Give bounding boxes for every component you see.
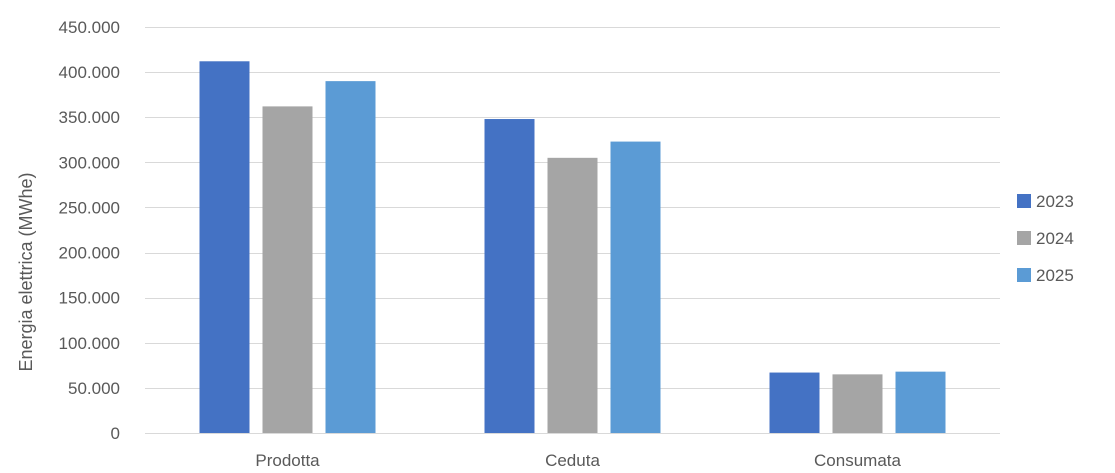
y-tick-label: 0 <box>111 424 120 443</box>
bar-ceduta-2024 <box>547 157 598 434</box>
bar-prodotta-2025 <box>325 81 376 433</box>
legend-swatch <box>1017 268 1031 282</box>
x-tick-label: Prodotta <box>255 451 320 470</box>
bars <box>199 61 946 434</box>
y-tick-label: 50.000 <box>68 379 120 398</box>
y-tick-label: 400.000 <box>59 63 120 82</box>
y-axis-title: Energia elettrica (MWhe) <box>16 172 36 371</box>
y-tick-label: 200.000 <box>59 244 120 263</box>
y-tick-label: 450.000 <box>59 18 120 37</box>
bar-ceduta-2023 <box>484 119 535 433</box>
legend-label: 2024 <box>1036 229 1074 248</box>
x-axis-ticks: Prodotta Ceduta Consumata <box>255 451 901 470</box>
legend-label: 2023 <box>1036 192 1074 211</box>
bar-consumata-2024 <box>832 374 883 433</box>
x-tick-label: Consumata <box>814 451 901 470</box>
y-tick-label: 350.000 <box>59 108 120 127</box>
y-tick-label: 150.000 <box>59 289 120 308</box>
legend: 2023 2024 2025 <box>1017 192 1074 285</box>
x-tick-label: Ceduta <box>545 451 600 470</box>
y-axis-ticks: 0 50.000 100.000 150.000 200.000 250.000 300.0… <box>59 18 120 443</box>
legend-swatch <box>1017 194 1031 208</box>
y-tick-label: 300.000 <box>59 153 120 172</box>
bar-prodotta-2023 <box>199 61 250 433</box>
legend-label: 2025 <box>1036 266 1074 285</box>
bar-prodotta-2024 <box>262 106 313 433</box>
bar-ceduta-2025 <box>610 141 661 434</box>
y-tick-label: 250.000 <box>59 198 120 217</box>
y-tick-label: 100.000 <box>59 334 120 353</box>
bar-consumata-2023 <box>769 372 820 433</box>
bar-consumata-2025 <box>895 371 946 433</box>
legend-swatch <box>1017 231 1031 245</box>
